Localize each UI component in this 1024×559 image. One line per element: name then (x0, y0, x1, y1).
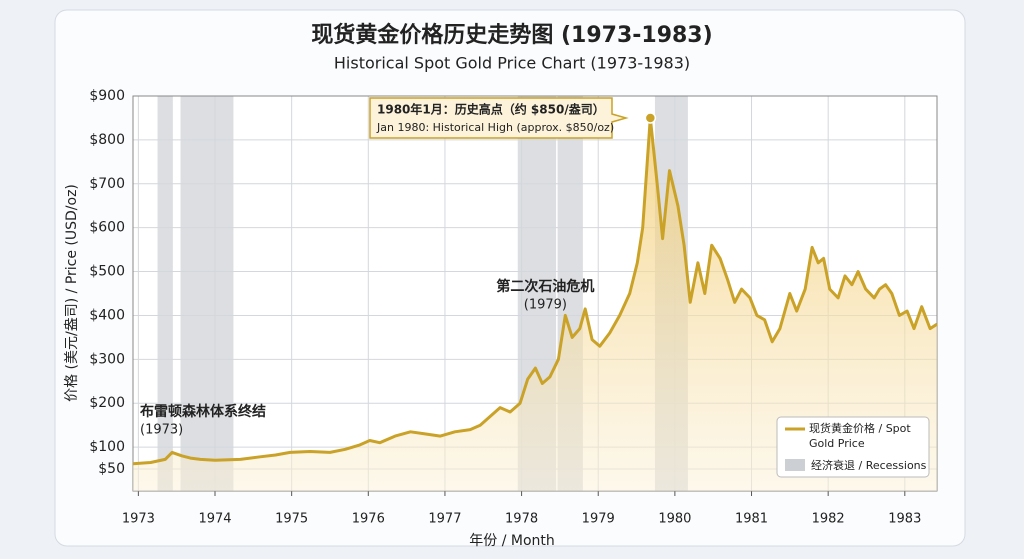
recession-band (157, 96, 173, 491)
x-tick-label: 1975 (275, 512, 308, 527)
x-tick-label: 1973 (122, 512, 155, 527)
x-tick-label: 1977 (428, 512, 461, 527)
x-tick-label: 1974 (198, 512, 231, 527)
legend-entry: 现货黄金价格 / Spot Gold Price (809, 422, 911, 450)
y-axis-label: 价格 (美元/盎司) / Price (USD/oz) (64, 184, 80, 402)
legend-box (776, 416, 930, 478)
annotation-title: 1980年1月：历史高点（约 $850/盎司） (377, 102, 605, 117)
y-tick-label: $100 (89, 439, 125, 455)
y-tick-label: $400 (89, 307, 125, 323)
annotation-subtext: (1979) (524, 298, 567, 313)
annotation-title: 第二次石油危机 (496, 278, 594, 295)
annotation-subtext: (1973) (140, 423, 183, 438)
y-tick-label: $900 (89, 88, 125, 104)
y-tick-label: $50 (98, 461, 125, 477)
y-tick-label: $700 (89, 176, 125, 192)
x-tick-label: 1980 (658, 512, 691, 527)
x-tick-label: 1983 (888, 512, 921, 527)
legend-label: 经济衰退 / Recessions (811, 458, 927, 472)
y-tick-label: $800 (89, 132, 125, 148)
chart-subtitle: Historical Spot Gold Price Chart (1973-1… (334, 54, 690, 73)
legend-label: 现货黄金价格 / Spot Gold Price (809, 422, 911, 450)
peak-marker (644, 112, 657, 124)
x-tick-label: 1982 (812, 512, 845, 527)
legend-swatch (785, 459, 805, 471)
annotation-subtext: Jan 1980: Historical High (approx. $850/… (376, 121, 614, 134)
x-tick-label: 1978 (505, 512, 538, 527)
y-tick-label: $200 (89, 395, 125, 411)
line (132, 116, 938, 466)
x-tick-label: 1979 (582, 512, 615, 527)
x-axis-label: 年份 / Month (469, 533, 555, 549)
annotation-title: 布雷顿森林体系终结 (140, 403, 266, 420)
callout-box (369, 97, 629, 139)
recession-band (180, 96, 234, 491)
x-tick-label: 1976 (352, 512, 385, 527)
y-tick-label: $300 (89, 351, 125, 367)
area (133, 117, 937, 492)
x-tick-label: 1981 (735, 512, 768, 527)
y-tick-label: $600 (89, 220, 125, 236)
y-tick-label: $500 (89, 264, 125, 280)
chart-title: 现货黄金价格历史走势图 (1973-1983) (311, 22, 712, 48)
